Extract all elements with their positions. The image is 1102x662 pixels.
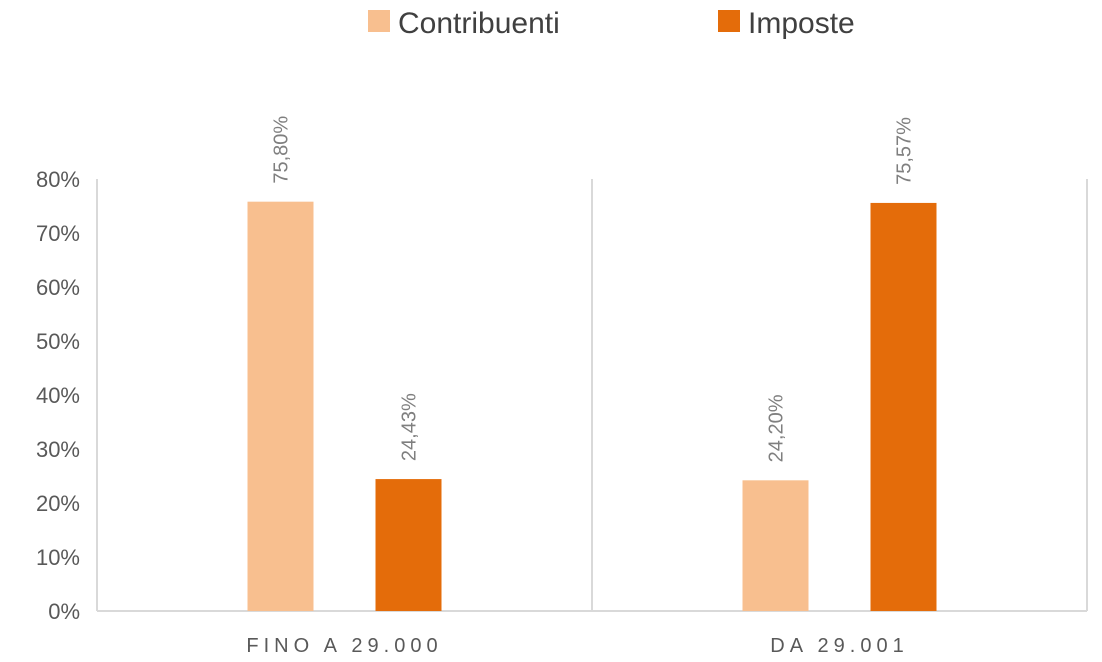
y-tick-label: 60% <box>36 275 80 300</box>
x-category-label: DA 29.001 <box>770 635 908 657</box>
y-tick-label: 50% <box>36 329 80 354</box>
legend-label-contribuenti: Contribuenti <box>398 7 560 40</box>
data-label: 24,43% <box>399 393 421 461</box>
y-tick-label: 30% <box>36 437 80 462</box>
x-category-label: FINO A 29.000 <box>246 635 442 657</box>
bar-imposte <box>870 202 937 611</box>
data-label: 24,20% <box>766 394 788 462</box>
legend: Contribuenti Imposte <box>368 7 855 40</box>
data-label: 75,80% <box>271 116 293 184</box>
data-label: 75,57% <box>894 117 916 185</box>
y-tick-label: 20% <box>36 491 80 516</box>
legend-swatch-imposte <box>718 10 740 32</box>
y-axis: 0% 10% 20% 30% 40% 50% 60% 70% 80% <box>36 167 80 624</box>
y-tick-label: 40% <box>36 383 80 408</box>
bar-contribuenti <box>247 201 314 611</box>
y-tick-label: 10% <box>36 545 80 570</box>
y-tick-label: 0% <box>48 599 80 624</box>
plot-area: 75,80% 24,43% 24,20% 75,57% <box>96 116 1088 612</box>
legend-label-imposte: Imposte <box>748 7 855 40</box>
y-tick-label: 70% <box>36 221 80 246</box>
legend-swatch-contribuenti <box>368 10 390 32</box>
y-tick-label: 80% <box>36 167 80 192</box>
bar-contribuenti <box>742 480 809 611</box>
bar-imposte <box>375 479 442 611</box>
x-axis: FINO A 29.000 DA 29.001 <box>246 635 908 657</box>
